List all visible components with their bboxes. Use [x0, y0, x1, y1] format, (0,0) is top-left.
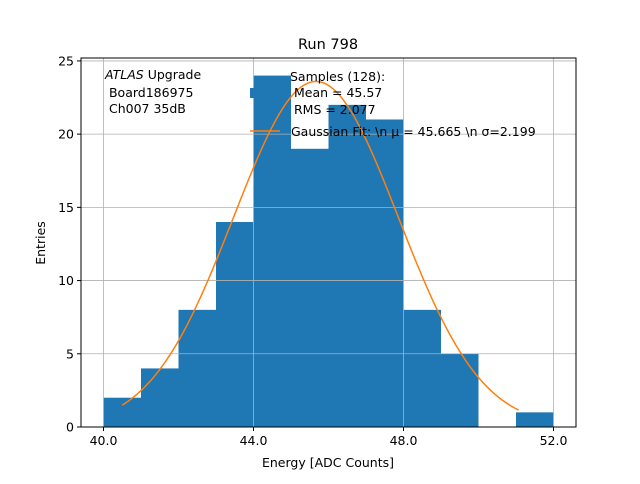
chart-title: Run 798	[298, 37, 358, 53]
y-tick-label: 10	[58, 273, 74, 288]
atlas-annotation: ATLAS Upgrade Board186975 Ch007 35dB	[104, 67, 201, 116]
svg-text:ATLAS Upgrade: ATLAS Upgrade	[104, 67, 201, 82]
y-tick-label: 5	[66, 346, 74, 361]
axes-frame	[80, 57, 577, 428]
histogram-bar	[328, 104, 366, 427]
histogram-bar	[216, 222, 254, 427]
x-tick-label: 48.0	[390, 433, 418, 448]
x-tick-label: 52.0	[540, 433, 568, 448]
legend-fit-label: Gaussian Fit: \n μ = 45.665 \n σ=2.199	[291, 124, 536, 139]
y-tick-label: 15	[58, 200, 74, 215]
histogram-bar	[103, 397, 141, 427]
legend-samples-line3: RMS = 2.077	[290, 102, 376, 117]
annotation-line2: Board186975	[105, 85, 193, 100]
histogram-bar	[403, 309, 441, 427]
x-axis-label: Energy [ADC Counts]	[262, 455, 394, 470]
gaussian-fit-line	[121, 80, 519, 411]
legend-samples-line2: Mean = 45.57	[290, 85, 382, 100]
y-tick-label: 0	[66, 420, 74, 435]
histogram-bar	[178, 309, 216, 427]
annotation-italic: ATLAS	[104, 67, 144, 82]
histogram-bar	[441, 353, 479, 427]
y-tick-label: 25	[58, 53, 74, 68]
y-axis-label: Entries	[33, 221, 48, 265]
histogram-bar	[291, 148, 329, 428]
annotation-line1: Upgrade	[144, 67, 202, 82]
histogram-bar	[516, 412, 554, 427]
legend: Samples (128): Mean = 45.57 RMS = 2.077 …	[250, 69, 536, 139]
ticks: 40.0 44.0 48.0 52.0 0 5 10 15 20 25	[58, 53, 567, 448]
bars	[103, 75, 554, 428]
x-tick-label: 40.0	[90, 433, 118, 448]
histogram-bar	[141, 368, 179, 427]
x-tick-label: 44.0	[240, 433, 268, 448]
legend-samples-line1: Samples (128):	[290, 69, 385, 84]
y-tick-label: 20	[58, 127, 74, 142]
annotation-line3: Ch007 35dB	[105, 101, 186, 116]
histogram-bar	[366, 119, 404, 427]
legend-samples-patch	[250, 88, 278, 98]
